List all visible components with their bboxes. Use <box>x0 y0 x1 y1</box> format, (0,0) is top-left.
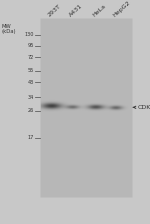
Text: A431: A431 <box>68 3 84 18</box>
Text: CDK4: CDK4 <box>137 105 150 110</box>
Text: 95: 95 <box>28 43 34 48</box>
Text: 17: 17 <box>28 135 34 140</box>
Text: 26: 26 <box>28 108 34 113</box>
Text: HepG2: HepG2 <box>112 0 132 18</box>
Text: 72: 72 <box>28 55 34 60</box>
Text: HeLa: HeLa <box>92 4 107 18</box>
Text: MW
(kDa): MW (kDa) <box>2 24 16 34</box>
Text: 43: 43 <box>28 80 34 85</box>
Text: 293T: 293T <box>47 4 62 18</box>
Text: 34: 34 <box>28 95 34 100</box>
FancyBboxPatch shape <box>40 19 132 197</box>
Text: 130: 130 <box>25 32 34 37</box>
Text: 55: 55 <box>28 68 34 73</box>
